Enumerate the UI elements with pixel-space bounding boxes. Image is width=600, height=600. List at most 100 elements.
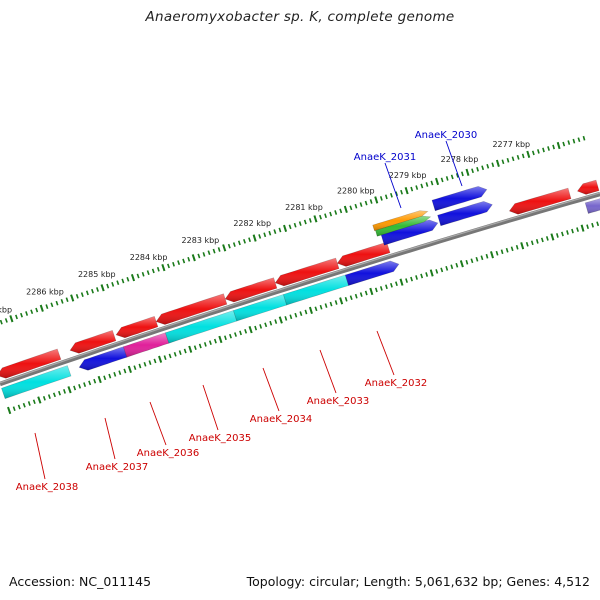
scale-tick bbox=[450, 174, 454, 180]
scale-tick bbox=[491, 162, 495, 168]
scale-tick bbox=[314, 306, 318, 312]
scale-tick bbox=[197, 253, 201, 259]
scale-tick bbox=[258, 234, 262, 239]
scale-tick bbox=[187, 256, 191, 262]
scale-tick bbox=[481, 165, 485, 171]
scale-tick bbox=[96, 287, 99, 292]
scale-tick bbox=[420, 183, 424, 189]
gene-magenta-1-shade bbox=[123, 332, 169, 358]
scale-tick bbox=[471, 168, 474, 174]
gene-red-6-shade bbox=[275, 258, 339, 286]
scale-tick bbox=[298, 221, 302, 226]
gene-track bbox=[0, 179, 600, 399]
scale-tick bbox=[15, 314, 18, 320]
scale-tick bbox=[213, 338, 217, 344]
scale-tick bbox=[561, 231, 564, 237]
scale-tick bbox=[480, 255, 484, 261]
scale-tick bbox=[572, 138, 576, 144]
scale-tick-label: 2284 kbp bbox=[130, 253, 168, 262]
scale-tick bbox=[248, 325, 253, 334]
scale-tick bbox=[530, 240, 534, 246]
scale-tick bbox=[274, 319, 278, 324]
genome-summary: Topology: circular; Length: 5,061,632 bp… bbox=[246, 574, 590, 589]
scale-tick bbox=[130, 273, 136, 282]
scale-tick bbox=[17, 404, 21, 410]
scale-tick bbox=[70, 294, 75, 302]
scale-ruler-outer: 2277 kbp 2278 kbp 2279 kbp 2280 kbp 2281 kbp… bbox=[0, 135, 586, 325]
scale-tick bbox=[173, 351, 177, 357]
scale-tick bbox=[151, 268, 155, 274]
scale-tick bbox=[45, 304, 49, 309]
scale-tick bbox=[65, 297, 69, 303]
scale-tick bbox=[163, 355, 167, 360]
scale-tick bbox=[334, 300, 338, 305]
scale-tick bbox=[32, 399, 36, 405]
scale-tick bbox=[63, 389, 66, 394]
scale-tick bbox=[85, 290, 89, 296]
scale-tick bbox=[410, 186, 414, 192]
scale-tick bbox=[410, 276, 413, 282]
scale-tick bbox=[58, 390, 61, 396]
scale-tick bbox=[93, 378, 97, 384]
scale-tick-label: 2277 kbp bbox=[492, 140, 530, 149]
scale-tick bbox=[429, 269, 434, 277]
scale-tick bbox=[490, 251, 494, 259]
scale-tick bbox=[9, 315, 14, 323]
scale-tick bbox=[108, 373, 112, 379]
scale-tick bbox=[359, 202, 363, 207]
gene-label: AnaeK_2032 bbox=[365, 378, 427, 389]
scale-tick bbox=[501, 159, 505, 165]
scale-tick bbox=[218, 335, 223, 344]
scale-tick bbox=[299, 311, 303, 316]
scale-tick bbox=[349, 205, 353, 211]
scale-tick-label: 2286 kbp bbox=[26, 288, 64, 297]
scale-tick bbox=[167, 263, 170, 269]
scale-tick bbox=[55, 300, 59, 306]
scale-tick bbox=[126, 276, 130, 282]
scale-tick bbox=[264, 322, 268, 328]
accession-text: Accession: NC_011145 bbox=[9, 574, 152, 589]
scale-tick bbox=[183, 348, 187, 354]
scale-tick bbox=[188, 345, 193, 353]
scale-tick bbox=[576, 227, 579, 232]
scale-tick bbox=[268, 230, 272, 236]
scale-tick bbox=[248, 237, 251, 243]
scale-tick bbox=[415, 185, 419, 190]
gene-cyan-4-shade bbox=[283, 275, 349, 305]
scale-tick bbox=[278, 227, 282, 233]
scale-tick bbox=[435, 269, 439, 274]
scale-tick bbox=[506, 157, 510, 163]
gene-label: AnaeK_2036 bbox=[137, 448, 199, 459]
scale-tick bbox=[329, 301, 333, 307]
scale-tick bbox=[486, 163, 490, 169]
scale-tick bbox=[455, 173, 459, 178]
scale-tick bbox=[0, 319, 3, 325]
scale-tick bbox=[172, 261, 175, 267]
gene-labels: AnaeK_2030 AnaeK_2031 AnaeK_2032 AnaeK_2033… bbox=[16, 130, 477, 493]
scale-tick bbox=[88, 380, 92, 386]
scale-tick bbox=[4, 318, 8, 323]
scale-tick bbox=[143, 361, 147, 367]
scale-tick bbox=[364, 200, 368, 206]
scale-tick bbox=[67, 386, 72, 394]
gene-red-5-shade bbox=[225, 277, 277, 302]
scale-tick bbox=[127, 365, 132, 374]
gene-red-9-shade bbox=[577, 180, 599, 195]
gene-red-7-shade bbox=[337, 242, 390, 267]
scale-tick bbox=[80, 292, 84, 297]
scale-tick bbox=[395, 281, 398, 287]
leader-line bbox=[202, 384, 219, 431]
scale-tick bbox=[404, 187, 409, 195]
leader-line bbox=[262, 367, 280, 412]
scale-tick bbox=[379, 196, 383, 201]
scale-tick bbox=[547, 146, 550, 151]
scale-tick bbox=[100, 284, 105, 292]
gene-red-2-shade bbox=[70, 330, 116, 354]
gene-green-1-shade bbox=[375, 216, 431, 237]
scale-tick bbox=[222, 244, 227, 252]
scale-tick bbox=[495, 159, 500, 167]
scale-tick bbox=[515, 244, 519, 250]
scale-tick bbox=[571, 228, 574, 234]
scale-tick bbox=[542, 147, 545, 153]
scale-tick bbox=[78, 383, 82, 389]
